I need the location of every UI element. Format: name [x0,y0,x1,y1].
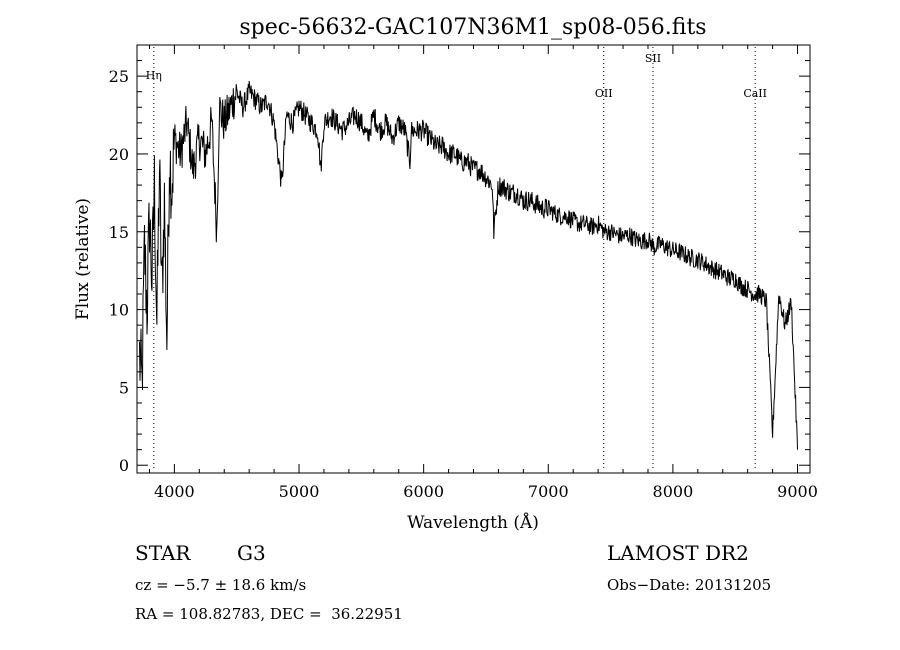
spectral-line-label: OII [595,87,613,100]
spectral-line-label: SII [645,52,661,65]
survey-name: LAMOST DR2 [607,541,749,565]
coordinates: RA = 108.82783, DEC = 36.22951 [135,605,403,623]
y-axis-label: Flux (relative) [73,198,93,320]
spectrum-line [139,80,798,450]
y-tick-label: 25 [109,67,129,86]
chart-title: spec-56632-GAC107N36M1_sp08-056.fits [239,15,706,40]
y-axis-ticks: 0 5 10 15 20 25 [109,60,810,475]
y-tick-label: 0 [119,456,129,475]
plot-frame [136,44,811,474]
x-axis-label: Wavelength (Å) [407,512,539,533]
object-subclass: G3 [237,541,266,565]
spectral-line-label: Hη [146,69,162,82]
x-axis-ticks: 4000 5000 6000 7000 8000 9000 [148,45,818,501]
x-tick-label: 5000 [279,482,320,501]
x-tick-label: 9000 [777,482,818,501]
obs-date: Obs−Date: 20131205 [607,576,772,594]
x-tick-label: 8000 [653,482,694,501]
x-tick-label: 7000 [528,482,569,501]
x-tick-label: 6000 [403,482,444,501]
spectral-line-markers: Hη OII SII CaII [146,47,767,471]
y-tick-label: 5 [119,378,129,397]
x-tick-label: 4000 [154,482,195,501]
object-class: STAR [135,541,191,565]
y-tick-label: 20 [109,145,129,164]
redshift-readout: cz = −5.7 ± 18.6 km/s [135,576,307,594]
y-tick-label: 15 [109,223,129,242]
spectral-line-label: CaII [743,87,767,100]
y-tick-label: 10 [109,301,129,320]
